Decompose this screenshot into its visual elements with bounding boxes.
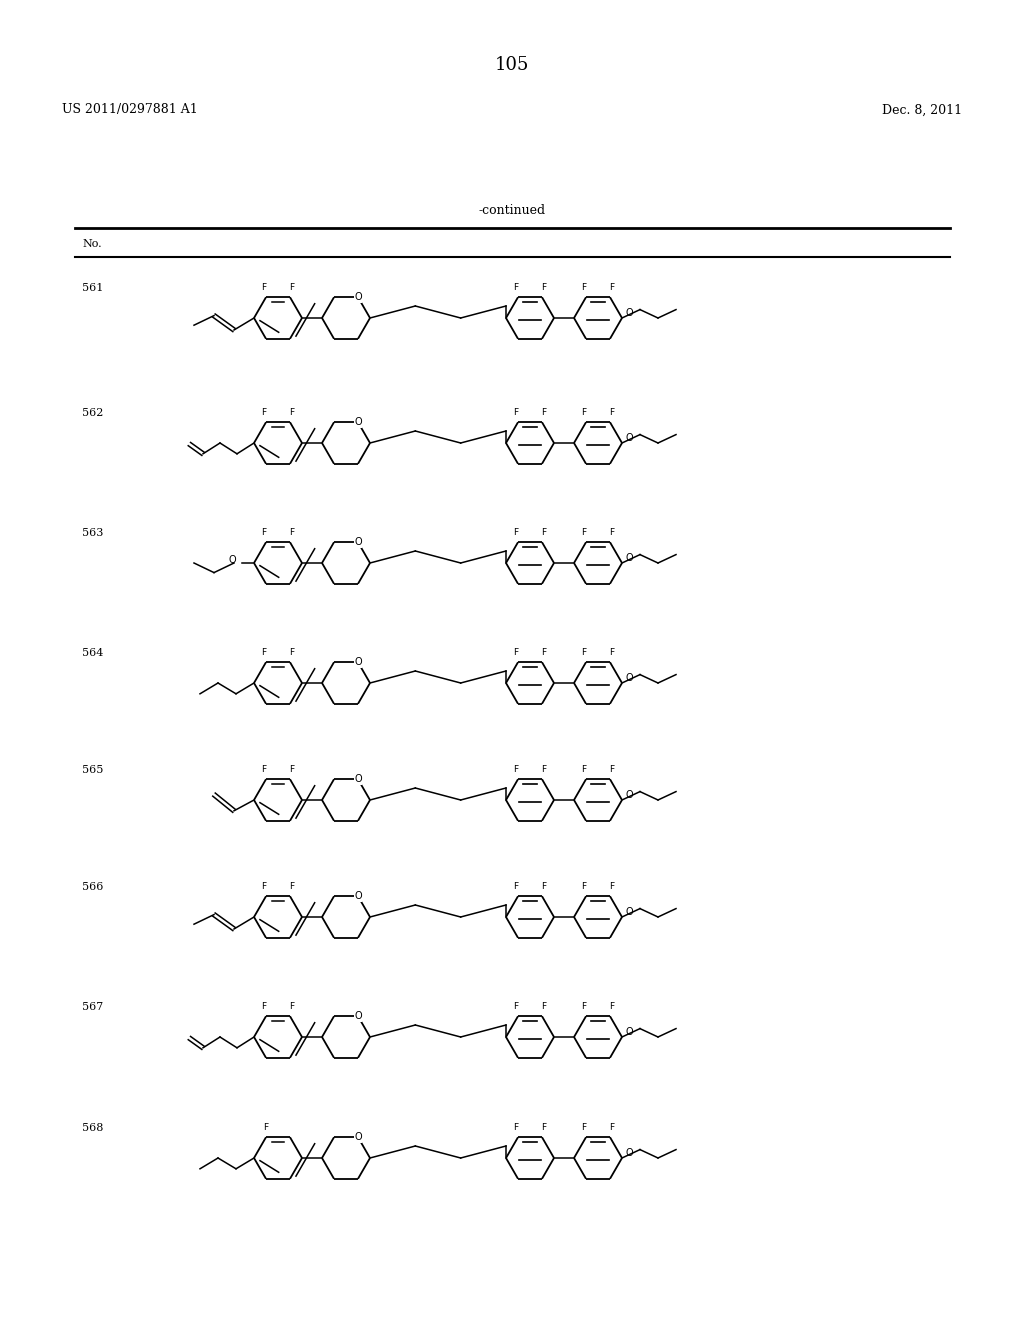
Text: F: F [542,528,547,537]
Text: F: F [261,766,266,775]
Text: F: F [609,1123,614,1133]
Text: F: F [609,648,614,657]
Text: F: F [261,528,266,537]
Text: O: O [626,907,633,917]
Text: 567: 567 [82,1002,103,1012]
Text: O: O [626,791,633,800]
Text: F: F [513,528,518,537]
Text: F: F [261,648,266,657]
Text: F: F [582,766,587,775]
Text: F: F [513,648,518,657]
Text: F: F [582,284,587,292]
Text: F: F [582,408,587,417]
Text: F: F [513,408,518,417]
Text: F: F [513,882,518,891]
Text: F: F [542,284,547,292]
Text: 564: 564 [82,648,103,657]
Text: O: O [354,891,361,902]
Text: O: O [626,1148,633,1158]
Text: F: F [609,284,614,292]
Text: F: F [542,766,547,775]
Text: F: F [290,648,295,657]
Text: F: F [290,284,295,292]
Text: F: F [542,882,547,891]
Text: 105: 105 [495,55,529,74]
Text: F: F [261,408,266,417]
Text: F: F [582,528,587,537]
Text: No.: No. [82,239,101,249]
Text: F: F [582,648,587,657]
Text: F: F [513,1123,518,1133]
Text: F: F [542,1123,547,1133]
Text: O: O [354,537,361,548]
Text: O: O [626,1027,633,1038]
Text: F: F [609,882,614,891]
Text: F: F [582,1123,587,1133]
Text: F: F [290,528,295,537]
Text: Dec. 8, 2011: Dec. 8, 2011 [882,103,962,116]
Text: F: F [542,1002,547,1011]
Text: F: F [542,408,547,417]
Text: F: F [609,1002,614,1011]
Text: 565: 565 [82,766,103,775]
Text: O: O [354,292,361,302]
Text: 563: 563 [82,528,103,539]
Text: O: O [626,433,633,444]
Text: O: O [354,417,361,428]
Text: F: F [290,766,295,775]
Text: F: F [261,882,266,891]
Text: F: F [582,882,587,891]
Text: O: O [354,657,361,667]
Text: F: F [290,1002,295,1011]
Text: F: F [582,1002,587,1011]
Text: -continued: -continued [478,203,546,216]
Text: O: O [626,553,633,564]
Text: O: O [354,1011,361,1022]
Text: O: O [354,775,361,784]
Text: F: F [609,408,614,417]
Text: F: F [290,882,295,891]
Text: F: F [290,408,295,417]
Text: F: F [609,766,614,775]
Text: F: F [513,284,518,292]
Text: O: O [228,554,236,565]
Text: F: F [261,1002,266,1011]
Text: F: F [513,1002,518,1011]
Text: 566: 566 [82,882,103,892]
Text: 561: 561 [82,282,103,293]
Text: O: O [626,673,633,684]
Text: F: F [263,1123,268,1133]
Text: 562: 562 [82,408,103,418]
Text: 568: 568 [82,1123,103,1133]
Text: O: O [626,308,633,318]
Text: F: F [609,528,614,537]
Text: US 2011/0297881 A1: US 2011/0297881 A1 [62,103,198,116]
Text: F: F [513,766,518,775]
Text: F: F [542,648,547,657]
Text: F: F [261,284,266,292]
Text: O: O [354,1133,361,1142]
